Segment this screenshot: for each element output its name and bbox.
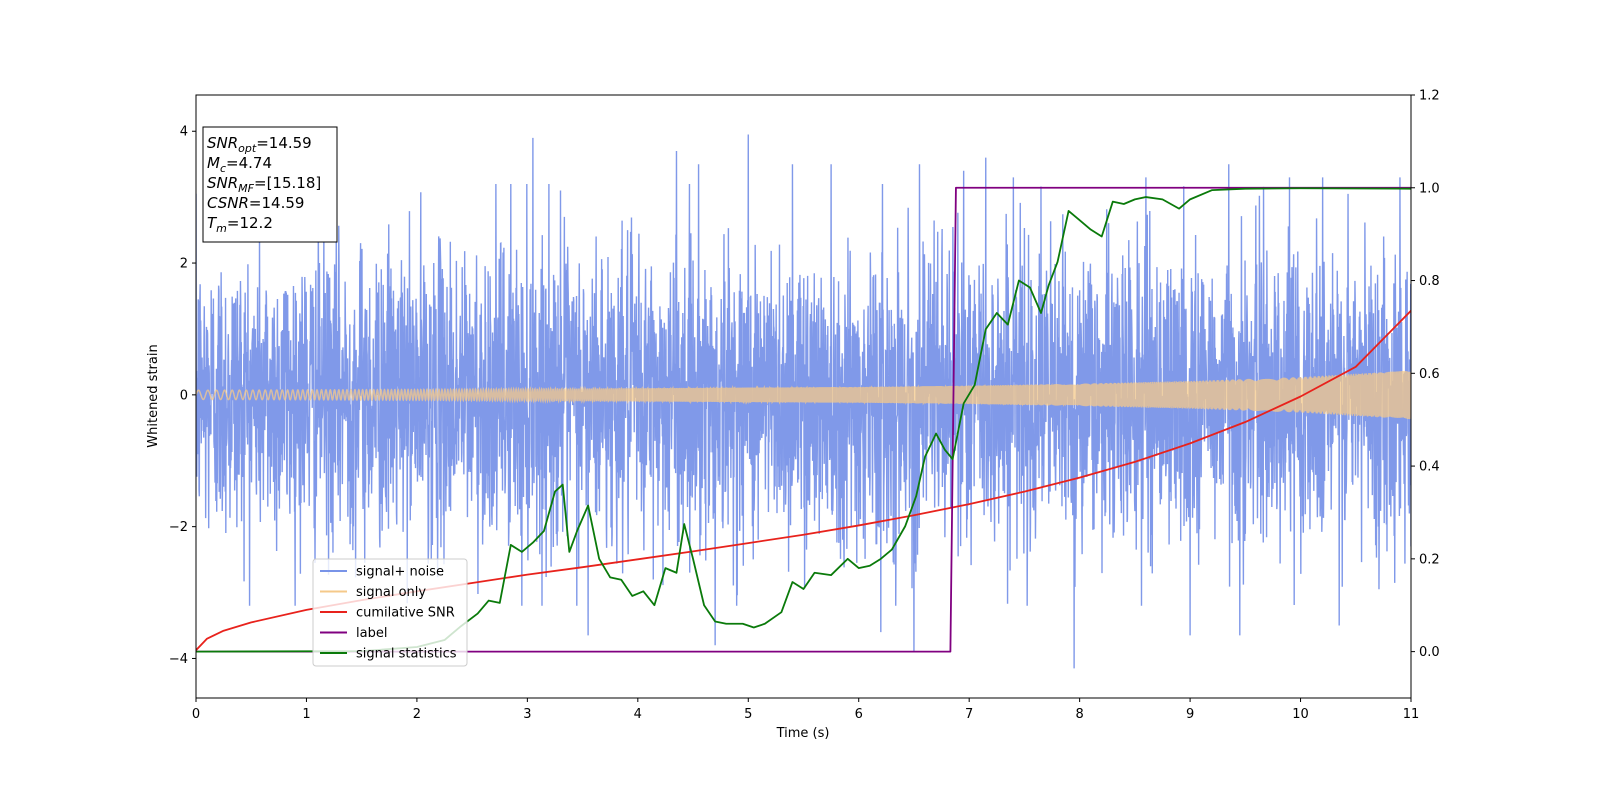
x-axis-ticks: 0 1 2 3 4 5 6 7 8 9 10 11 xyxy=(192,698,1419,722)
legend-label: signal statistics xyxy=(356,647,457,662)
annotation-line: Tm=12.2 xyxy=(207,214,273,235)
x-tick-label: 0 xyxy=(192,707,200,722)
x-tick-label: 1 xyxy=(302,707,310,722)
y2-tick-label: 0.8 xyxy=(1419,274,1440,289)
signal-only-line xyxy=(196,370,1411,420)
cumulative-snr-line xyxy=(196,310,1411,651)
x-tick-label: 7 xyxy=(965,707,973,722)
y2-tick-label: 1.0 xyxy=(1419,181,1440,196)
series-signal-statistics xyxy=(196,187,1411,653)
legend-frame xyxy=(312,558,468,667)
x-tick-label: 6 xyxy=(855,707,863,722)
x-tick-label: 11 xyxy=(1403,707,1420,722)
y2-tick-label: 0.6 xyxy=(1419,367,1440,382)
label-line xyxy=(196,186,1411,653)
y-tick-label: 4 xyxy=(180,125,188,140)
y2-axis-ticks: 0.0 0.2 0.4 0.6 0.8 1.0 1.2 xyxy=(1411,89,1440,660)
annotation-box: SNRopt=14.59Mc=4.74SNRMF=[15.18]CSNR=14.… xyxy=(202,126,338,243)
y2-tick-label: 0.4 xyxy=(1419,460,1440,475)
x-tick-label: 9 xyxy=(1186,707,1194,722)
y-tick-label: −2 xyxy=(169,520,188,535)
signal-statistics-line xyxy=(196,187,1411,653)
x-tick-label: 2 xyxy=(413,707,421,722)
x-tick-label: 10 xyxy=(1292,707,1309,722)
legend: signal+ noise signal only cumilative SNR la… xyxy=(312,558,468,667)
y2-tick-label: 0.2 xyxy=(1419,552,1440,567)
y-tick-label: 0 xyxy=(180,388,188,403)
y-tick-label: 2 xyxy=(180,257,188,272)
legend-label: signal+ noise xyxy=(356,565,444,580)
annotation-line: SNRopt=14.59 xyxy=(207,134,312,155)
y-tick-label: −4 xyxy=(169,652,188,667)
y2-tick-label: 0.0 xyxy=(1419,645,1440,660)
x-tick-label: 5 xyxy=(744,707,752,722)
annotation-line: SNRMF=[15.18] xyxy=(207,174,321,195)
annotation-line: Mc=4.74 xyxy=(207,154,272,175)
y-axis-label: Whitened strain xyxy=(146,344,161,447)
x-tick-label: 8 xyxy=(1075,707,1083,722)
series-label xyxy=(196,186,1411,653)
y-axis-ticks: −4 −2 0 2 4 xyxy=(169,125,196,667)
x-axis-label: Time (s) xyxy=(776,726,830,741)
x-tick-label: 4 xyxy=(634,707,642,722)
series-signal-only xyxy=(196,370,1411,420)
series-cumulative-snr xyxy=(196,310,1411,651)
x-tick-label: 3 xyxy=(523,707,531,722)
legend-label: cumilative SNR xyxy=(356,606,455,621)
annotation-line: CSNR=14.59 xyxy=(207,194,304,212)
annotation-frame xyxy=(202,126,338,243)
plot-frame xyxy=(195,94,1412,699)
y2-tick-label: 1.2 xyxy=(1419,89,1440,104)
legend-label: signal only xyxy=(356,585,426,600)
legend-label: label xyxy=(356,626,387,641)
